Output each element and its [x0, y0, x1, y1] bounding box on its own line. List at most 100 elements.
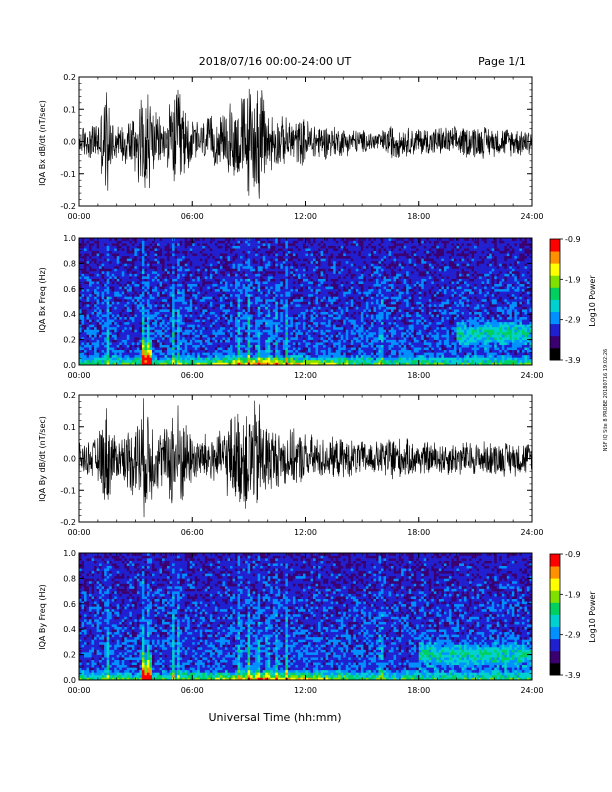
bx-spec-cell [247, 321, 251, 325]
bx-spec-cell [126, 319, 130, 323]
bx-spec-cell [280, 293, 284, 297]
bx-spec-cell [297, 268, 301, 272]
bx-spec-cell [167, 265, 170, 269]
bx-spec-cell [162, 306, 165, 310]
bx-spec-cell [101, 245, 105, 249]
bx-spec-cell [280, 324, 284, 328]
bx-spec-cell [232, 296, 236, 300]
bx-spec-cell [235, 311, 238, 315]
bx-spec-cell [262, 291, 266, 295]
bx-spec-cell [89, 306, 92, 310]
bx-spec-cell [302, 268, 306, 272]
bx-spec-cell [199, 253, 203, 257]
bx-spec-cell [96, 291, 100, 295]
bx-spec-cell [320, 301, 324, 305]
bx-spec-cell [182, 344, 185, 348]
bx-spec-cell [260, 298, 264, 302]
bx-spec-cell [265, 352, 269, 356]
bx-spec-cell [99, 326, 102, 330]
bx-spec-cell [116, 260, 120, 264]
bx-spec-cell [86, 347, 90, 351]
bx-spec-cell [297, 278, 301, 282]
bx-spec-cell [116, 334, 120, 338]
bx-spec-cell [214, 331, 218, 335]
bx-spec-cell [129, 349, 133, 353]
bx-spec-cell [247, 352, 251, 356]
bx-spec-cell [290, 238, 294, 241]
bx-spec-cell [189, 354, 193, 358]
bx-spec-cell [194, 253, 198, 257]
bx-spec-cell [189, 309, 193, 312]
bx-spec-cell [290, 326, 294, 330]
bx-spec-cell [177, 357, 180, 361]
bx-spec-cell [192, 309, 196, 312]
bx-spec-cell [182, 258, 185, 262]
bx-spec-cell [300, 352, 304, 356]
bx-spec-cell [172, 271, 175, 274]
bx-spec-cell [121, 362, 125, 366]
bx-spec-cell [129, 281, 133, 285]
bx-spec-cell [297, 314, 301, 318]
bx-spec-cell [151, 258, 155, 262]
bx-spec-cell [192, 329, 196, 333]
bx-spec-cell [184, 334, 188, 338]
bx-spec-cell [134, 331, 138, 335]
bx-spec-cell [207, 304, 211, 307]
bx-spec-cell [227, 258, 231, 262]
bx-spec-cell [124, 271, 128, 274]
bx-spec-cell [250, 286, 253, 290]
bx-spec-cell [141, 349, 145, 353]
bx-spec-cell [126, 263, 130, 267]
bx-spec-cell [275, 291, 279, 295]
bx-spec-cell [187, 334, 191, 338]
bx-spec-cell [114, 329, 118, 333]
bx-spec-cell [164, 357, 168, 361]
bx-spec-cell [154, 319, 158, 323]
bx-spec-cell [141, 359, 145, 363]
bx-spec-cell [247, 359, 251, 363]
bx-spec-cell [323, 347, 326, 351]
bx-spec-cell [250, 354, 253, 358]
bx-spec-cell [265, 260, 269, 264]
bx-spec-cell [99, 240, 102, 244]
bx-spec-cell [302, 263, 306, 267]
bx-spec-cell [134, 286, 138, 290]
bx-spec-cell [202, 319, 206, 323]
bx-spec-cell [285, 352, 289, 356]
bx-spec-cell [84, 281, 87, 285]
bx-spec-cell [131, 260, 135, 264]
bx-spec-cell [169, 263, 173, 267]
bx-spec-cell [214, 359, 218, 363]
bx-spec-cell [104, 273, 107, 277]
bx-spec-cell [81, 301, 85, 305]
bx-spec-cell [124, 268, 128, 272]
bx-spec-cell [94, 283, 97, 287]
bx-spec-cell [204, 245, 208, 249]
bx-spec-cell [245, 291, 248, 295]
bx-spec-cell [270, 260, 274, 264]
bx-spec-cell [84, 304, 87, 307]
bx-spec-cell [189, 331, 193, 335]
bx-spec-cell [119, 339, 123, 343]
bx-spec-cell [267, 357, 271, 361]
bx-spec-cell [164, 331, 168, 335]
bx-spec-cell [139, 326, 143, 330]
bx-spec-cell [302, 243, 306, 246]
bx-spec-cell [101, 286, 105, 290]
bx-spec-cell [277, 245, 281, 249]
bx-spec-cell [81, 281, 85, 285]
bx-spec-cell [310, 296, 314, 300]
bx-spec-cell [245, 301, 248, 305]
bx-spec-cell [245, 245, 248, 249]
bx-spec-cell [245, 265, 248, 269]
bx-spec-cell [290, 314, 294, 318]
bx-spec-cell [308, 243, 311, 246]
bx-spec-cell [270, 278, 274, 282]
bx-spec-cell [114, 265, 118, 269]
bx-spec-cell [285, 240, 289, 244]
bx-spec-cell [214, 354, 218, 358]
bx-spec-cell [277, 324, 281, 328]
bx-spec-cell [86, 240, 90, 244]
bx-spec-cell [277, 243, 281, 246]
bx-spec-cell [242, 288, 246, 292]
